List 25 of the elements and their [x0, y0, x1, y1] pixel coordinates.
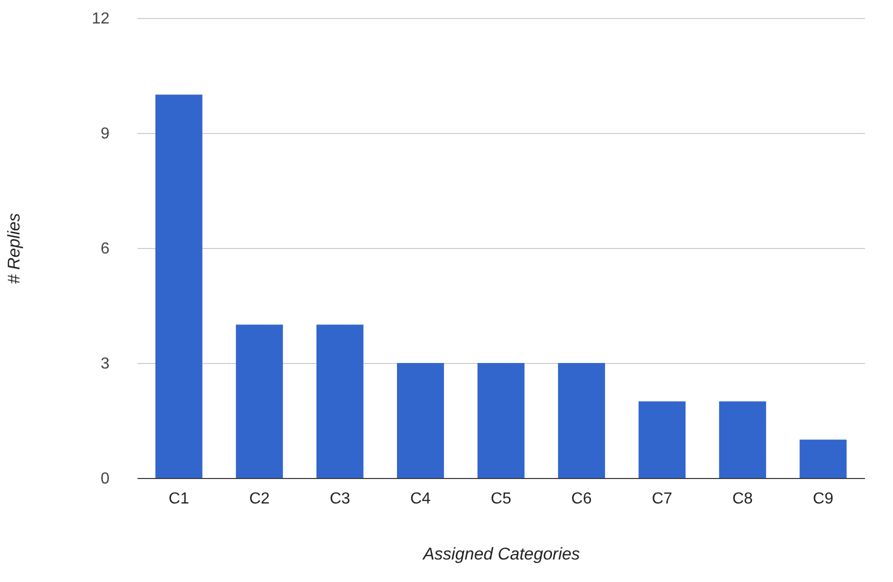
y-tick-label: 3: [100, 356, 110, 372]
bar: [800, 440, 847, 478]
x-tick-label: C4: [410, 490, 431, 508]
x-tick-label: C3: [330, 490, 350, 508]
x-tick-label: C2: [249, 490, 270, 508]
x-tick-label: C5: [490, 490, 512, 508]
bar: [396, 363, 444, 478]
x-tick-label: C6: [571, 490, 592, 508]
y-tick-label: 9: [100, 126, 110, 142]
x-tick-label: C8: [732, 490, 753, 508]
x-tick-label: C7: [652, 490, 672, 508]
bar: [155, 94, 202, 478]
y-tick-label: 0: [100, 470, 110, 488]
bar: [236, 324, 283, 478]
bar: [719, 401, 766, 478]
y-axis-title: # Replies: [4, 212, 24, 284]
y-tick-label: 12: [92, 10, 110, 28]
y-tick-label: 6: [100, 240, 110, 258]
bar: [316, 324, 364, 478]
bar: [558, 363, 606, 478]
x-axis-title: Assigned Categories: [422, 544, 580, 564]
x-tick-label: C9: [812, 490, 834, 508]
x-tick-label: C1: [168, 490, 190, 508]
bar: [478, 363, 524, 478]
bar: [638, 401, 686, 478]
